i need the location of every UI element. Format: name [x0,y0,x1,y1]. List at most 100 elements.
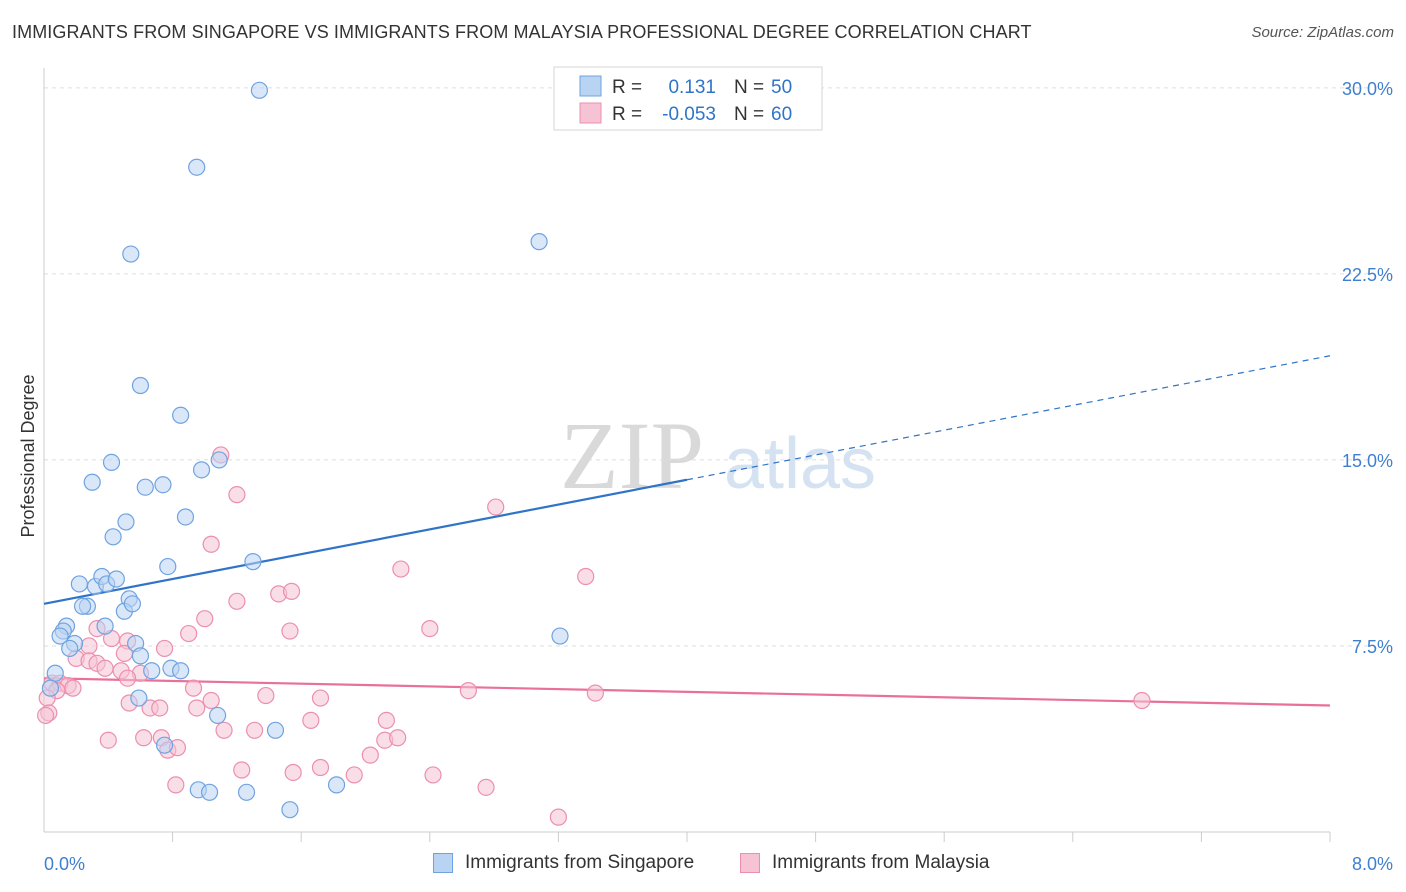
point-malaysia [257,686,275,705]
point-malaysia [477,778,495,796]
legend-r-label-malaysia: R = [612,104,642,125]
point-singapore [131,647,150,665]
chart-title: IMMIGRANTS FROM SINGAPORE VS IMMIGRANTS … [12,22,1032,42]
point-singapore [200,783,219,801]
point-singapore [551,627,569,645]
point-malaysia [188,699,206,717]
point-singapore [143,662,161,680]
point-malaysia [487,498,505,516]
point-singapore [281,801,299,819]
point-malaysia [284,763,302,782]
y-axis-label: Professional Degree [18,374,38,537]
point-malaysia [155,639,174,658]
point-singapore [154,476,172,494]
legend-swatch-malaysia-bottom [740,853,760,873]
point-singapore [327,776,346,794]
point-malaysia [184,679,203,697]
point-malaysia [345,766,363,784]
trendlines [43,355,1331,707]
point-malaysia [215,721,233,739]
point-malaysia [167,776,185,794]
legend-item-singapore[interactable]: Immigrants from Singapore [433,852,694,874]
point-malaysia [424,766,442,784]
point-malaysia [80,637,98,655]
point-malaysia [1133,691,1151,710]
point-singapore [159,557,177,576]
point-malaysia [311,689,330,707]
x-tick-label: 8.0% [1352,854,1393,874]
legend-label-malaysia: Immigrants from Malaysia [772,852,990,873]
legend-item-malaysia[interactable]: Immigrants from Malaysia [740,852,990,874]
legend-swatch-singapore-bottom [433,853,453,873]
point-singapore [41,679,60,697]
point-singapore [104,528,122,546]
point-malaysia [281,622,299,640]
source-label: Source: ZipAtlas.com [1251,24,1394,41]
point-singapore [209,706,227,725]
point-malaysia [245,721,264,739]
point-malaysia [233,761,251,779]
point-singapore [237,783,256,801]
trendline-malaysia [43,677,1331,707]
legend-r-value-malaysia: -0.053 [662,104,716,125]
y-tick-label: 22.5% [1342,265,1393,285]
series-legend: Immigrants from Singapore Immigrants fro… [0,852,1406,878]
x-ticks [172,832,1331,842]
point-malaysia [118,669,137,687]
point-singapore [51,627,69,645]
legend-swatch-malaysia [579,102,602,124]
point-malaysia [202,535,220,553]
watermark: ZIP atlas [560,402,876,509]
point-singapore [530,233,548,251]
watermark-atlas: atlas [724,424,876,504]
y-tick-label: 30.0% [1342,79,1393,99]
point-singapore [131,376,150,395]
point-malaysia [377,711,395,729]
legend-n-value-malaysia: 60 [771,104,792,125]
legend-r-value-singapore: 0.131 [668,77,716,98]
point-singapore [155,736,174,754]
point-singapore [61,639,79,658]
point-malaysia [202,691,220,710]
point-malaysia [361,746,379,764]
point-singapore [210,451,228,469]
legend-n-value-singapore: 50 [771,77,792,98]
point-singapore [117,513,135,531]
point-singapore [122,245,140,263]
x-tick-labels: 0.0% 8.0% [44,854,1393,874]
point-singapore [172,406,190,424]
legend-n-label-malaysia: N = [734,104,764,125]
point-singapore [46,664,64,682]
x-tick-label: 0.0% [44,854,85,874]
point-malaysia [228,592,246,610]
point-singapore [176,508,195,526]
legend-n-label-singapore: N = [734,77,764,98]
point-malaysia [135,729,153,747]
y-tick-labels: 7.5% 15.0% 22.5% 30.0% [1342,79,1393,657]
trendline-singapore-solid [43,478,688,605]
point-malaysia [302,711,320,729]
point-malaysia [282,582,301,600]
point-malaysia [389,729,407,747]
point-malaysia [228,486,246,504]
point-singapore [188,158,206,176]
legend-swatch-singapore [579,75,602,97]
y-tick-label: 15.0% [1342,451,1393,471]
point-singapore [266,721,285,739]
point-malaysia [99,731,117,749]
legend-r-label-singapore: R = [612,77,642,98]
y-tick-label: 7.5% [1352,637,1393,657]
point-singapore [107,570,125,588]
point-malaysia [96,659,114,677]
point-malaysia [392,560,410,578]
stats-legend: R = 0.131 N = 50 R = -0.053 N = 60 [553,66,823,131]
point-malaysia [459,682,477,700]
point-malaysia [549,808,568,826]
point-malaysia [421,619,439,638]
point-malaysia [196,610,214,628]
point-singapore [172,662,190,680]
point-singapore [136,478,154,496]
point-singapore [250,81,269,99]
point-singapore [244,553,262,571]
point-malaysia [586,684,604,702]
